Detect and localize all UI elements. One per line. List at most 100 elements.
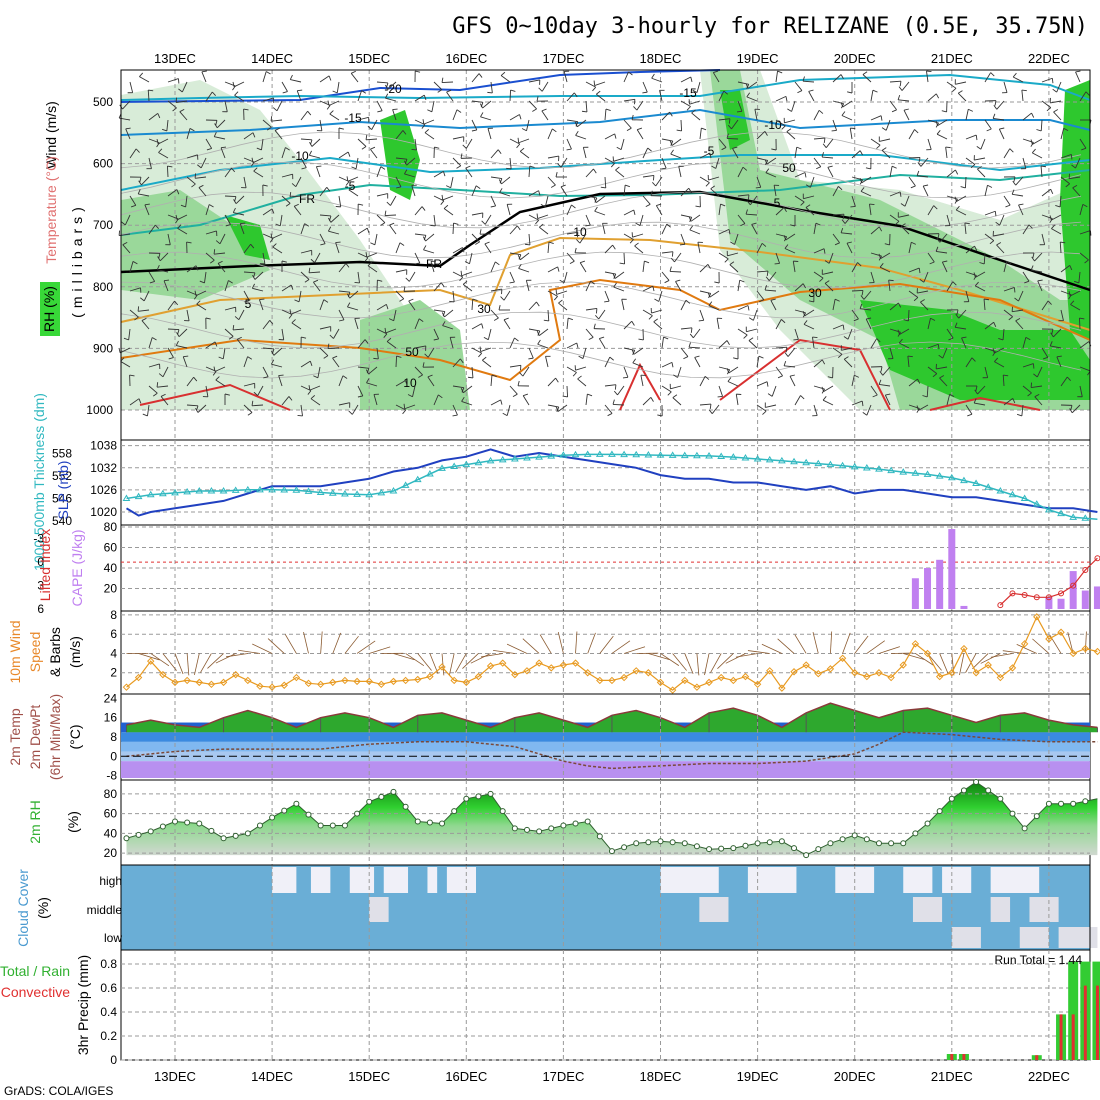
wind-barb-flag [438,394,443,399]
wind-barb-flag [709,403,712,410]
wind-barb [661,157,667,169]
thickness-marker [353,490,361,497]
thickness-marker [450,462,459,469]
wind-barb-flag [670,149,674,155]
wind-barb [471,73,480,83]
wind-barb [392,109,397,121]
wind-barb-flag [285,202,291,207]
wind-barb-flag [821,359,826,365]
rh-marker [1082,798,1089,805]
thickness-marker [656,451,665,458]
wind-barb [1041,77,1053,83]
wind-barb [841,347,853,351]
wind-barb-flag [537,330,541,336]
wind-barb [291,322,302,330]
wind-barb [332,357,340,368]
wind-barb [832,347,843,355]
wind-barb-flag [1047,300,1052,305]
wind-barb-flag [714,281,720,284]
wind-barb [598,338,606,349]
wind-barb-flag [827,165,833,168]
wind-barb [148,157,152,169]
contour-label: -5 [345,179,356,193]
wind-barb-flag [414,262,420,265]
wind-barb [290,195,302,198]
wind-barb-flag [860,295,865,300]
wind-barb-flag [1016,413,1022,417]
wind-barb [1003,261,1008,273]
wind-barb-flag [536,96,539,102]
wind-barb [869,204,872,216]
wind10-barb [1067,632,1074,654]
rh-shading [121,190,270,300]
wind-barb-flag [139,177,142,183]
wind-barb [604,356,611,368]
thickness-marker [1045,505,1053,513]
wind-barb [276,100,283,112]
wind-barb-flag [576,239,581,244]
wind-barb [487,128,492,140]
wind-barb-flag [574,122,578,127]
rh-isoline [120,131,1082,169]
wind-barb-flag [211,91,216,97]
wind-barb [509,157,512,169]
wind-barb [262,320,271,330]
thickness-marker [231,486,240,493]
wind-barb-flag [1071,164,1076,169]
wind-barb-flag [399,298,405,302]
wind-barb-flag [1051,78,1054,84]
wind10-marker [766,667,774,675]
cloud-clear-segment [699,897,729,922]
wind-barb [547,266,558,273]
thickness-marker [1057,509,1065,517]
wind-barb-flag [831,129,837,132]
rh-marker [463,795,470,802]
wind-barb-flag [898,338,903,344]
wind-barb-flag [802,76,805,82]
wind-barb [718,90,725,102]
wind-barb-flag [671,251,674,257]
wind-barb [756,270,768,273]
wind-barb-flag [158,253,161,259]
wind-barb [433,195,445,202]
thickness-marker [571,450,580,458]
wind-barb-flag [800,395,805,400]
wind-barb [490,288,502,292]
wind-barb-flag [645,203,651,208]
wind-barb-flag [399,242,405,246]
wind-barb-flag [214,123,218,129]
wind-barb-flag [517,255,521,260]
wind-barb [870,338,878,349]
wind-barb [623,71,629,83]
wind-barb-flag [938,354,943,359]
wind10-barb [332,632,342,654]
wind-barb [309,385,321,391]
wind-barb [805,207,815,216]
wind-barb-flag [385,84,389,90]
wind-barb-flag [309,361,313,367]
wind-barb-flag [638,338,644,341]
wind-barb [843,358,853,368]
wind-barb [901,81,910,91]
wind-barb-flag [935,120,938,126]
wind10-barb [972,653,989,670]
wind-barb [329,113,340,121]
wind-barb [1032,152,1043,159]
wind-barb [449,337,454,349]
wind-barb-flag [607,413,613,417]
wind-barb [813,157,822,167]
wind-barb [998,128,1005,140]
wind-barb-flag [761,242,767,247]
wind-barb-flag [600,186,606,189]
wind10-marker [134,673,143,682]
wind-barb [957,92,967,102]
temp2m-label-3: (6hr Min/Max) [47,694,63,780]
wind10-marker [171,678,179,687]
wind-barb [566,342,578,349]
bottom-date-label: 22DEC [1028,1069,1070,1084]
wind10-marker [474,672,483,681]
wind-barb-flag [956,309,959,315]
wind-barb [636,100,644,111]
wind-barb-flag [857,262,862,267]
wind-barb-flag [878,226,883,232]
